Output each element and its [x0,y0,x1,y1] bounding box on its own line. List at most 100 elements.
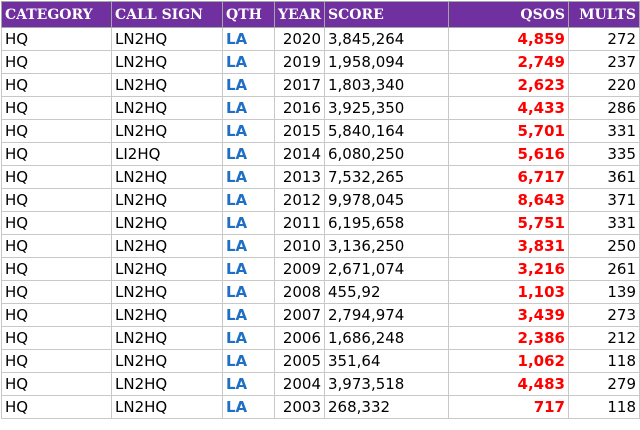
cell-score: 9,978,045 [324,188,449,212]
cell-score: 351,64 [324,349,449,373]
cell-score: 3,973,518 [324,372,449,396]
cell-qsos: 3,831 [448,234,569,258]
cell-call-sign: LN2HQ [111,372,223,396]
header-score: SCORE [324,1,449,28]
header-qsos: QSOS [448,1,569,28]
cell-qth: LA [222,96,275,120]
header-mults: MULTS [568,1,640,28]
header-year: YEAR [274,1,325,28]
cell-mults: 361 [568,165,640,189]
cell-category: HQ [1,119,112,143]
cell-year: 2007 [274,303,325,327]
cell-qth: LA [222,27,275,51]
table-row: HQ LN2HQ LA 2010 3,136,250 3,831 250 [1,234,640,258]
cell-mults: 331 [568,211,640,235]
cell-mults: 139 [568,280,640,304]
cell-mults: 335 [568,142,640,166]
cell-qth: LA [222,50,275,74]
table-row: HQ LN2HQ LA 2009 2,671,074 3,216 261 [1,257,640,281]
cell-category: HQ [1,50,112,74]
cell-score: 6,195,658 [324,211,449,235]
cell-qsos: 717 [448,395,569,419]
cell-qth: LA [222,188,275,212]
table-row: HQ LI2HQ LA 2014 6,080,250 5,616 335 [1,142,640,166]
cell-category: HQ [1,142,112,166]
cell-category: HQ [1,188,112,212]
cell-call-sign: LN2HQ [111,326,223,350]
cell-score: 1,803,340 [324,73,449,97]
header-category: CATEGORY [1,1,112,28]
table-row: HQ LN2HQ LA 2015 5,840,164 5,701 331 [1,119,640,143]
cell-category: HQ [1,395,112,419]
cell-qsos: 4,483 [448,372,569,396]
cell-qth: LA [222,372,275,396]
cell-qsos: 5,751 [448,211,569,235]
cell-year: 2010 [274,234,325,258]
cell-qsos: 5,701 [448,119,569,143]
header-row: CATEGORY CALL SIGN QTH YEAR SCORE QSOS M… [1,1,640,28]
cell-qsos: 6,717 [448,165,569,189]
cell-score: 1,686,248 [324,326,449,350]
cell-category: HQ [1,211,112,235]
cell-year: 2008 [274,280,325,304]
table-row: HQ LN2HQ LA 2011 6,195,658 5,751 331 [1,211,640,235]
cell-qth: LA [222,326,275,350]
table-row: HQ LN2HQ LA 2019 1,958,094 2,749 237 [1,50,640,74]
cell-year: 2013 [274,165,325,189]
cell-year: 2015 [274,119,325,143]
cell-qth: LA [222,395,275,419]
cell-category: HQ [1,280,112,304]
cell-category: HQ [1,165,112,189]
cell-score: 268,332 [324,395,449,419]
cell-qsos: 2,749 [448,50,569,74]
cell-mults: 273 [568,303,640,327]
cell-mults: 237 [568,50,640,74]
cell-qth: LA [222,165,275,189]
cell-year: 2020 [274,27,325,51]
table-row: HQ LN2HQ LA 2006 1,686,248 2,386 212 [1,326,640,350]
cell-call-sign: LN2HQ [111,395,223,419]
cell-category: HQ [1,257,112,281]
cell-mults: 250 [568,234,640,258]
cell-call-sign: LN2HQ [111,119,223,143]
cell-category: HQ [1,372,112,396]
cell-mults: 371 [568,188,640,212]
cell-qsos: 3,216 [448,257,569,281]
table-row: HQ LN2HQ LA 2013 7,532,265 6,717 361 [1,165,640,189]
table-body: HQ LN2HQ LA 2020 3,845,264 4,859 272 HQ LN2HQ LA 2… [1,27,640,419]
cell-call-sign: LN2HQ [111,211,223,235]
cell-category: HQ [1,349,112,373]
cell-qth: LA [222,303,275,327]
cell-qsos: 4,859 [448,27,569,51]
cell-category: HQ [1,234,112,258]
table-row: HQ LN2HQ LA 2005 351,64 1,062 118 [1,349,640,373]
cell-category: HQ [1,326,112,350]
cell-mults: 118 [568,395,640,419]
table-row: HQ LN2HQ LA 2004 3,973,518 4,483 279 [1,372,640,396]
cell-call-sign: LI2HQ [111,142,223,166]
cell-mults: 272 [568,27,640,51]
cell-qth: LA [222,119,275,143]
cell-qth: LA [222,211,275,235]
cell-score: 5,840,164 [324,119,449,143]
cell-qth: LA [222,234,275,258]
table-row: HQ LN2HQ LA 2008 455,92 1,103 139 [1,280,640,304]
table-row: HQ LN2HQ LA 2016 3,925,350 4,433 286 [1,96,640,120]
cell-score: 3,845,264 [324,27,449,51]
cell-year: 2011 [274,211,325,235]
results-table: CATEGORY CALL SIGN QTH YEAR SCORE QSOS M… [1,1,640,419]
cell-call-sign: LN2HQ [111,50,223,74]
cell-category: HQ [1,73,112,97]
cell-year: 2012 [274,188,325,212]
cell-year: 2009 [274,257,325,281]
header-qth: QTH [222,1,275,28]
cell-call-sign: LN2HQ [111,234,223,258]
table-row: HQ LN2HQ LA 2003 268,332 717 118 [1,395,640,419]
table-row: HQ LN2HQ LA 2017 1,803,340 2,623 220 [1,73,640,97]
cell-call-sign: LN2HQ [111,280,223,304]
cell-qsos: 4,433 [448,96,569,120]
cell-score: 455,92 [324,280,449,304]
cell-qsos: 5,616 [448,142,569,166]
cell-score: 3,925,350 [324,96,449,120]
cell-mults: 286 [568,96,640,120]
